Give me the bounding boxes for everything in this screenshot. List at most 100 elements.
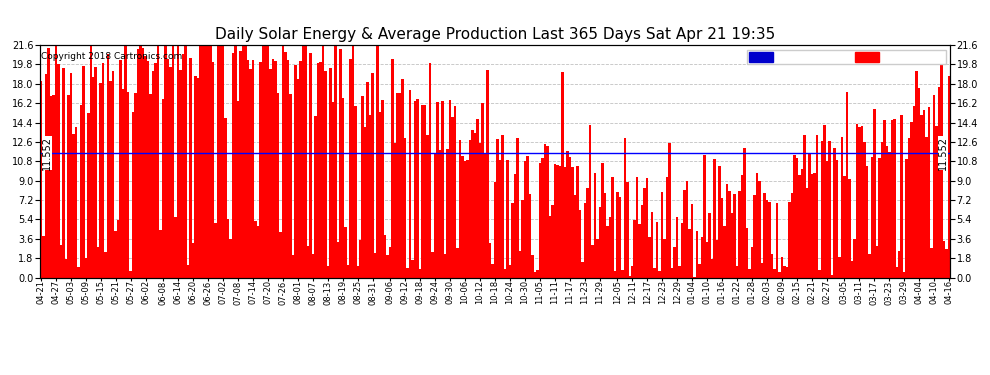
Bar [928, 107, 931, 278]
Bar [376, 45, 379, 278]
Bar [858, 127, 860, 278]
Bar [624, 138, 626, 278]
Bar [831, 275, 834, 278]
Bar [542, 158, 544, 278]
Bar [791, 193, 793, 278]
Bar [434, 153, 437, 278]
Legend: Average  (kWh), Daily  (kWh): Average (kWh), Daily (kWh) [746, 50, 945, 64]
Bar [781, 258, 783, 278]
Bar [424, 105, 427, 278]
Bar [414, 101, 417, 278]
Bar [855, 123, 858, 278]
Bar [327, 266, 329, 278]
Bar [274, 62, 276, 278]
Bar [703, 154, 706, 278]
Bar [841, 137, 843, 278]
Bar [701, 237, 703, 278]
Bar [207, 45, 209, 278]
Bar [683, 190, 686, 278]
Bar [671, 268, 673, 278]
Bar [911, 122, 913, 278]
Bar [938, 87, 940, 278]
Bar [926, 136, 928, 278]
Bar [936, 126, 938, 278]
Bar [77, 267, 79, 278]
Bar [609, 217, 611, 278]
Bar [235, 45, 237, 278]
Bar [521, 201, 524, 278]
Bar [324, 71, 327, 278]
Bar [391, 59, 394, 278]
Bar [448, 100, 451, 278]
Bar [422, 105, 424, 278]
Bar [40, 81, 43, 278]
Bar [149, 94, 151, 278]
Bar [524, 161, 527, 278]
Bar [768, 202, 771, 278]
Bar [548, 216, 551, 278]
Bar [289, 94, 292, 278]
Bar [491, 264, 494, 278]
Bar [571, 167, 573, 278]
Bar [351, 45, 354, 278]
Bar [254, 220, 256, 278]
Bar [451, 117, 453, 278]
Bar [169, 67, 172, 278]
Bar [796, 158, 798, 278]
Bar [107, 54, 110, 278]
Bar [117, 220, 120, 278]
Bar [222, 45, 225, 278]
Bar [92, 77, 94, 278]
Bar [661, 192, 663, 278]
Bar [639, 224, 641, 278]
Bar [381, 100, 384, 278]
Bar [644, 188, 645, 278]
Bar [676, 217, 678, 278]
Bar [850, 261, 853, 278]
Bar [933, 95, 936, 278]
Bar [45, 74, 48, 278]
Bar [906, 159, 908, 278]
Bar [748, 269, 750, 278]
Bar [439, 150, 442, 278]
Bar [209, 45, 212, 278]
Bar [631, 266, 634, 278]
Bar [476, 118, 479, 278]
Bar [302, 46, 304, 278]
Bar [678, 266, 681, 278]
Bar [256, 226, 259, 278]
Bar [361, 96, 364, 278]
Bar [798, 174, 801, 278]
Bar [696, 231, 698, 278]
Bar [147, 61, 149, 278]
Bar [896, 267, 898, 278]
Bar [729, 191, 731, 278]
Bar [594, 173, 596, 278]
Bar [307, 246, 309, 278]
Bar [913, 106, 916, 278]
Bar [394, 143, 396, 278]
Bar [901, 115, 903, 278]
Bar [750, 247, 753, 278]
Bar [645, 177, 648, 278]
Bar [501, 135, 504, 278]
Bar [227, 219, 230, 278]
Bar [499, 160, 501, 278]
Bar [319, 62, 322, 278]
Bar [519, 251, 521, 278]
Bar [591, 245, 594, 278]
Bar [337, 242, 339, 278]
Bar [346, 265, 349, 278]
Bar [112, 71, 115, 278]
Bar [192, 243, 194, 278]
Bar [940, 56, 942, 278]
Bar [130, 271, 132, 278]
Bar [604, 193, 606, 278]
Bar [384, 235, 386, 278]
Bar [656, 222, 658, 278]
Bar [97, 247, 99, 278]
Bar [931, 248, 933, 278]
Bar [479, 143, 481, 278]
Bar [202, 45, 204, 278]
Bar [801, 170, 803, 278]
